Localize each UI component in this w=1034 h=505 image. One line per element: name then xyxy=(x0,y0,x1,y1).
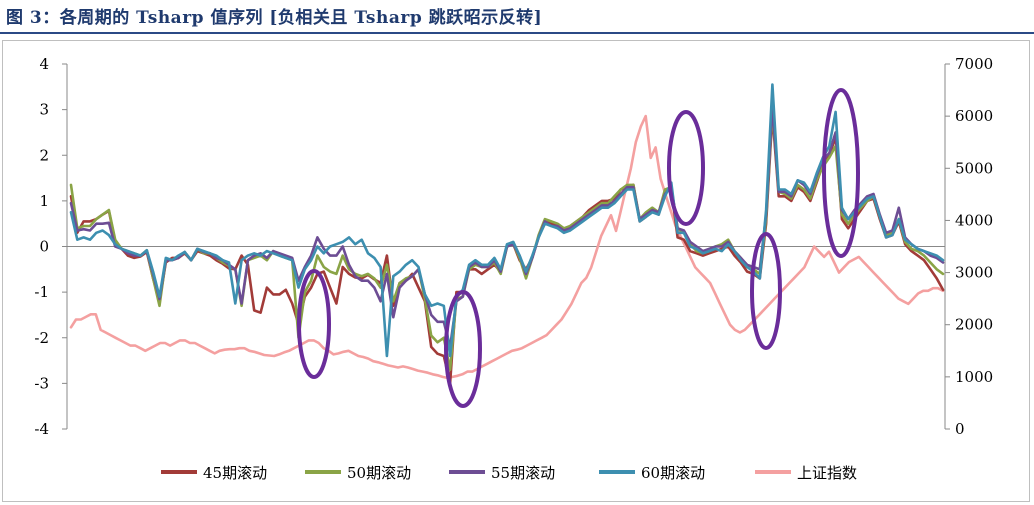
legend-label-4: 60期滚动 xyxy=(641,464,705,482)
left-tick-label: 1 xyxy=(39,192,49,210)
highlight-ellipse-2 xyxy=(444,290,482,408)
right-tick-label: 5000 xyxy=(955,159,993,177)
chart-axes: 4 3 2 1 0 -1 -2 -3 -4 7000 6000 5000 4000 3000 2000 100… xyxy=(34,55,993,438)
figure-title: 图 3：各周期的 Tsharp 值序列 [负相关且 Tsharp 跳跃昭示反转] xyxy=(6,8,543,28)
chart-legend: 45期滚动 50期滚动 55期滚动 60期滚动 上证指数 xyxy=(161,464,857,482)
left-tick-label: 3 xyxy=(39,101,49,119)
legend-label-1: 45期滚动 xyxy=(203,464,267,482)
left-tick-label: -3 xyxy=(34,374,49,392)
right-tick-label: 7000 xyxy=(955,55,993,73)
left-tick-label: -1 xyxy=(34,283,49,301)
legend-label-3: 55期滚动 xyxy=(491,464,555,482)
tsharp-chart: 4 3 2 1 0 -1 -2 -3 -4 7000 6000 5000 4000 3000 2000 100… xyxy=(34,55,993,482)
right-tick-label: 6000 xyxy=(955,107,993,125)
series-line-4 xyxy=(69,83,945,358)
right-tick-label: 1000 xyxy=(955,368,993,386)
right-tick-label: 3000 xyxy=(955,264,993,282)
chart-series-lines xyxy=(69,83,945,385)
series-line-5 xyxy=(69,114,945,380)
right-tick-label: 2000 xyxy=(955,316,993,334)
left-tick-label: 4 xyxy=(39,55,49,73)
left-tick-label: 0 xyxy=(39,238,49,256)
highlight-ellipse-1 xyxy=(297,269,331,379)
series-line-3 xyxy=(69,103,945,349)
highlight-ellipse-5 xyxy=(822,88,860,258)
legend-label-5: 上证指数 xyxy=(797,464,857,482)
chart-frame: 4 3 2 1 0 -1 -2 -3 -4 7000 6000 5000 4000 3000 2000 100… xyxy=(2,40,1030,502)
annotation-circles xyxy=(297,88,860,408)
right-tick-label: 0 xyxy=(955,420,965,438)
highlight-ellipse-4 xyxy=(750,232,782,350)
left-tick-label: -4 xyxy=(34,420,49,438)
right-tick-label: 4000 xyxy=(955,211,993,229)
title-underline xyxy=(0,32,1034,34)
left-tick-label: 2 xyxy=(39,146,49,164)
series-line-2 xyxy=(69,108,945,372)
highlight-ellipse-3 xyxy=(667,110,705,226)
left-tick-label: -2 xyxy=(34,329,49,347)
legend-label-2: 50期滚动 xyxy=(347,464,411,482)
